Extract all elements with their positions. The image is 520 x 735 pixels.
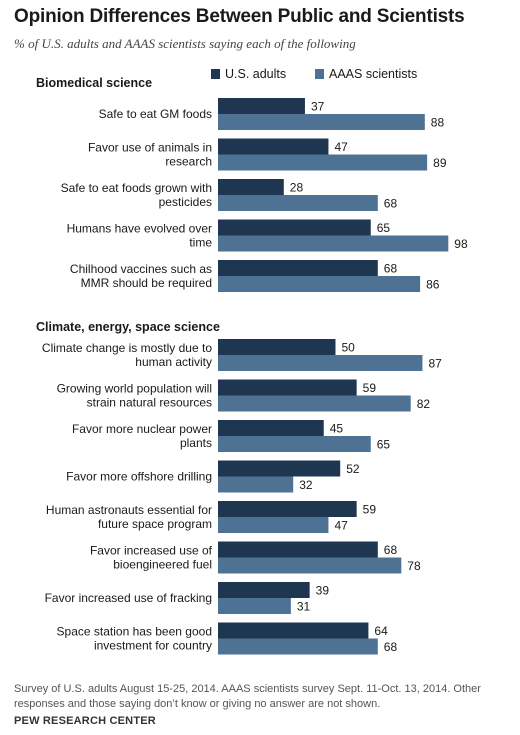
data-label: 59 (363, 503, 377, 517)
category-label: bioengineered fuel (113, 558, 212, 572)
bar-us-adults (218, 541, 378, 558)
data-label: 68 (384, 262, 398, 276)
category-label: Climate change is mostly due to (42, 341, 212, 355)
category-label: Space station has been good (57, 625, 212, 639)
data-label: 45 (330, 422, 344, 436)
category-label: MMR should be required (81, 276, 212, 290)
bar-us-adults (218, 460, 341, 477)
data-label: 39 (316, 584, 330, 598)
category-label: strain natural resources (87, 396, 212, 410)
source-credit: PEW RESEARCH CENTER (14, 715, 156, 727)
bar-aaas-scientists (218, 154, 428, 171)
bar-aaas-scientists (218, 557, 402, 574)
data-label: 78 (407, 559, 421, 573)
category-label: Favor increased use of fracking (45, 591, 212, 605)
bar-chart: U.S. adults AAAS scientists Biomedical sci… (36, 67, 468, 655)
data-label: 68 (384, 543, 398, 557)
data-label: 32 (299, 478, 313, 492)
category-label: Favor increased use of (90, 544, 213, 558)
bar-us-adults (218, 260, 378, 276)
data-label: 89 (433, 156, 447, 170)
category-label: investment for country (94, 639, 212, 653)
bar-us-adults (218, 98, 305, 114)
bar-us-adults (218, 622, 369, 639)
bar-aaas-scientists (218, 235, 449, 252)
footnote: Survey of U.S. adults August 15-25, 2014… (14, 683, 481, 710)
data-label: 47 (334, 519, 348, 533)
bar-us-adults (218, 420, 324, 436)
data-label: 64 (374, 624, 388, 638)
category-label: human activity (135, 355, 212, 369)
data-label: 82 (417, 397, 431, 411)
category-label: Growing world population will (57, 382, 212, 396)
section-label: Biomedical science (36, 76, 152, 90)
category-label: Humans have evolved over (67, 222, 212, 236)
data-label: 28 (290, 181, 304, 195)
bar-aaas-scientists (218, 638, 378, 655)
data-label: 52 (346, 462, 360, 476)
bar-us-adults (218, 582, 310, 598)
bar-aaas-scientists (218, 517, 329, 533)
category-label: Safe to eat foods grown with (61, 181, 212, 195)
bar-us-adults (218, 379, 357, 396)
data-label: 59 (363, 381, 377, 395)
bar-aaas-scientists (218, 114, 425, 130)
category-label: pesticides (159, 195, 212, 209)
data-label: 88 (431, 116, 445, 130)
bar-aaas-scientists (218, 395, 411, 412)
category-label: future space program (98, 517, 212, 531)
data-label: 65 (377, 221, 391, 235)
section-label: Climate, energy, space science (36, 320, 220, 334)
category-label: time (189, 236, 212, 250)
data-label: 68 (384, 640, 398, 654)
bar-aaas-scientists (218, 476, 294, 493)
bar-aaas-scientists (218, 436, 371, 452)
data-label: 50 (342, 341, 356, 355)
bar-aaas-scientists (218, 355, 423, 371)
data-label: 65 (377, 438, 391, 452)
legend-swatch (315, 69, 324, 79)
legend-swatch (211, 69, 220, 79)
data-label: 37 (311, 100, 325, 114)
category-label: Favor more nuclear power (72, 422, 212, 436)
category-label: Chilhood vaccines such as (70, 262, 212, 276)
bar-aaas-scientists (218, 276, 421, 292)
category-label: plants (180, 436, 212, 450)
bar-aaas-scientists (218, 195, 378, 211)
chart-title: Opinion Differences Between Public and S… (14, 6, 465, 27)
data-label: 87 (428, 357, 442, 371)
bar-us-adults (218, 501, 357, 517)
data-label: 31 (297, 600, 311, 614)
category-label: Safe to eat GM foods (99, 107, 212, 121)
data-label: 47 (334, 140, 348, 154)
category-label: Favor more offshore drilling (66, 470, 212, 484)
data-label: 98 (454, 237, 468, 251)
bar-us-adults (218, 138, 329, 155)
bar-aaas-scientists (218, 598, 291, 614)
legend-label: AAAS scientists (329, 67, 417, 81)
bar-us-adults (218, 179, 284, 195)
category-label: research (165, 155, 212, 169)
chart-subtitle: % of U.S. adults and AAAS scientists say… (14, 36, 356, 51)
bar-us-adults (218, 219, 371, 236)
legend-label: U.S. adults (225, 67, 286, 81)
data-label: 86 (426, 278, 440, 292)
category-label: Favor use of animals in (88, 141, 212, 155)
data-label: 68 (384, 197, 398, 211)
category-label: Human astronauts essential for (46, 503, 212, 517)
bar-us-adults (218, 339, 336, 355)
